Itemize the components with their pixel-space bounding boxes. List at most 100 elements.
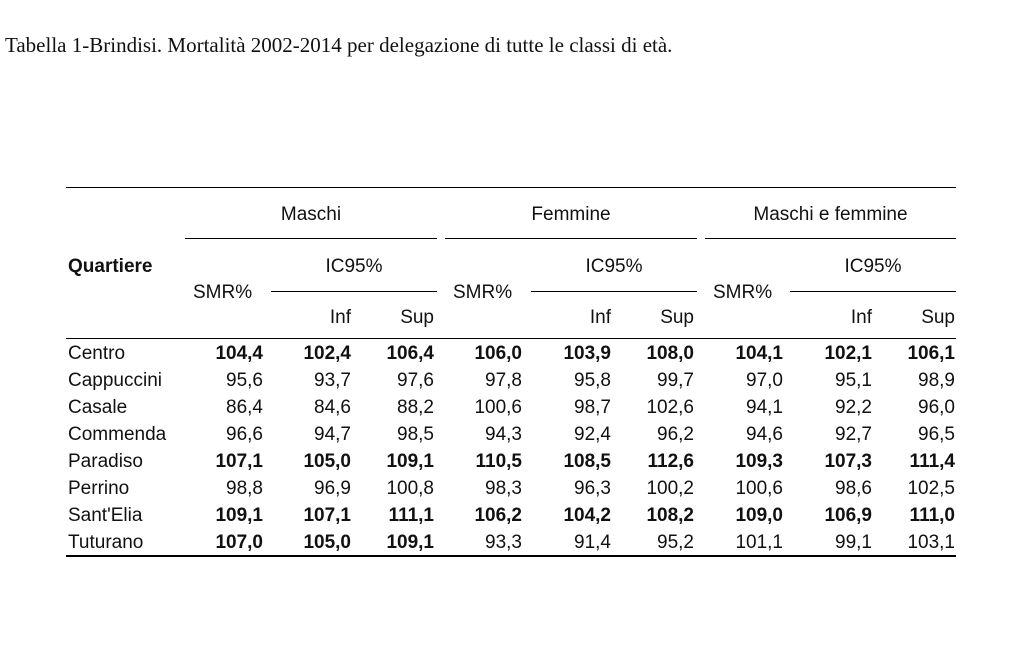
table-cell: 102,1 [824, 343, 872, 364]
header-rule [66, 338, 956, 339]
table-cell: 104,2 [563, 505, 611, 526]
table-cell: 100,2 [646, 478, 694, 499]
ic95-header: IC95% [844, 256, 902, 277]
group-underline [705, 238, 956, 239]
group-header: Maschi [280, 204, 342, 225]
table-cell: 96,9 [314, 478, 351, 499]
table-cell: 95,6 [226, 370, 263, 391]
row-label: Centro [68, 343, 126, 364]
table-cell: 98,9 [918, 370, 955, 391]
ic95-header: IC95% [585, 256, 643, 277]
table-cell: 108,0 [646, 343, 694, 364]
table-cell: 106,9 [824, 505, 872, 526]
table-caption: Tabella 1-Brindisi. Mortalità 2002-2014 … [5, 33, 673, 57]
ic95-underline [790, 291, 956, 292]
table-cell: 103,1 [907, 532, 955, 553]
table-cell: 99,7 [657, 370, 694, 391]
table-cell: 112,6 [647, 451, 695, 472]
table-cell: 92,2 [835, 397, 872, 418]
row-label: Paradiso [68, 451, 143, 472]
sup-header: Sup [921, 307, 955, 328]
group-header: Maschi e femmine [753, 204, 908, 225]
table-cell: 105,0 [303, 451, 351, 472]
table-cell: 96,0 [918, 397, 955, 418]
table-cell: 96,2 [657, 424, 694, 445]
table-cell: 109,1 [386, 451, 434, 472]
table-cell: 100,6 [735, 478, 783, 499]
table-cell: 93,7 [314, 370, 351, 391]
table-cell: 111,1 [388, 505, 434, 526]
row-label: Casale [68, 397, 128, 418]
table-cell: 111,4 [909, 451, 955, 472]
row-label: Sant'Elia [68, 505, 143, 526]
table-cell: 88,2 [397, 397, 434, 418]
table-cell: 102,4 [303, 343, 351, 364]
ic95-underline [271, 291, 437, 292]
table-cell: 98,7 [574, 397, 611, 418]
table-cell: 86,4 [226, 397, 263, 418]
table-cell: 103,9 [563, 343, 611, 364]
table-cell: 107,1 [303, 505, 351, 526]
row-label: Cappuccini [68, 370, 162, 391]
table-cell: 96,5 [918, 424, 955, 445]
table-cell: 95,8 [574, 370, 611, 391]
bottom-rule [66, 555, 956, 557]
table-cell: 96,3 [574, 478, 611, 499]
row-label: Perrino [68, 478, 130, 499]
table-cell: 111,0 [909, 505, 955, 526]
table-cell: 107,1 [215, 451, 263, 472]
table-cell: 109,1 [386, 532, 434, 553]
group-header: Femmine [531, 204, 611, 225]
sup-header: Sup [400, 307, 434, 328]
table-cell: 91,4 [574, 532, 611, 553]
table-cell: 84,6 [314, 397, 351, 418]
table-cell: 96,6 [226, 424, 263, 445]
row-header: Quartiere [68, 256, 153, 277]
group-underline [185, 238, 437, 239]
inf-header: Inf [850, 307, 872, 328]
table-cell: 109,1 [215, 505, 263, 526]
table-cell: 100,8 [386, 478, 434, 499]
table-cell: 95,1 [835, 370, 872, 391]
table-cell: 102,6 [646, 397, 694, 418]
table-cell: 104,1 [735, 343, 783, 364]
table-cell: 95,2 [657, 532, 694, 553]
table-cell: 97,8 [485, 370, 522, 391]
table-cell: 108,2 [646, 505, 694, 526]
inf-header: Inf [589, 307, 611, 328]
table-cell: 99,1 [835, 532, 872, 553]
table-cell: 98,6 [835, 478, 872, 499]
table-cell: 98,5 [397, 424, 434, 445]
table-cell: 106,2 [474, 505, 522, 526]
table-cell: 107,3 [824, 451, 872, 472]
ic95-header: IC95% [325, 256, 383, 277]
table-cell: 101,1 [735, 532, 783, 553]
table-cell: 105,0 [303, 532, 351, 553]
table-cell: 106,0 [474, 343, 522, 364]
table-cell: 94,7 [314, 424, 351, 445]
smr-header: SMR% [193, 282, 253, 303]
table-cell: 97,6 [397, 370, 434, 391]
table-cell: 94,6 [746, 424, 783, 445]
table-cell: 93,3 [485, 532, 522, 553]
table-cell: 102,5 [907, 478, 955, 499]
table-cell: 107,0 [215, 532, 263, 553]
table-cell: 98,3 [485, 478, 522, 499]
table-cell: 98,8 [226, 478, 263, 499]
ic95-underline [531, 291, 697, 292]
smr-header: SMR% [713, 282, 773, 303]
smr-header: SMR% [453, 282, 513, 303]
table-cell: 109,0 [735, 505, 783, 526]
table-cell: 94,3 [485, 424, 522, 445]
table-cell: 94,1 [746, 397, 783, 418]
table-cell: 108,5 [563, 451, 611, 472]
table-cell: 106,1 [907, 343, 955, 364]
table-cell: 110,5 [475, 451, 523, 472]
row-label: Tuturano [68, 532, 144, 553]
table-cell: 106,4 [386, 343, 434, 364]
row-label: Commenda [68, 424, 167, 445]
table-cell: 92,4 [574, 424, 611, 445]
table-cell: 100,6 [474, 397, 522, 418]
inf-header: Inf [329, 307, 351, 328]
table-cell: 104,4 [215, 343, 263, 364]
